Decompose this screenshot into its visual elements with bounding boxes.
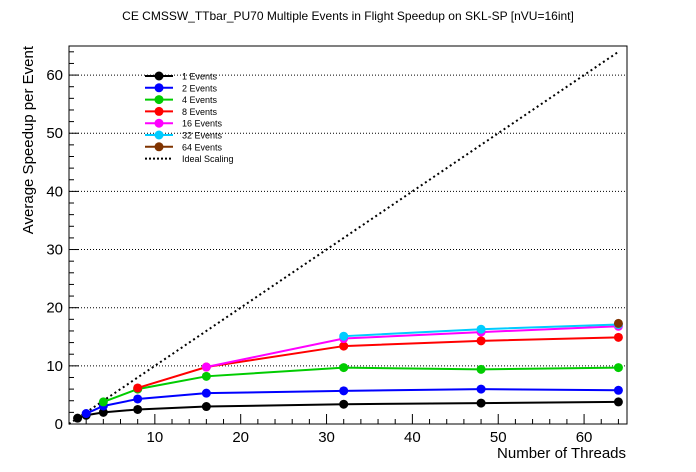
grid-layer — [69, 74, 627, 367]
series-4-line — [137, 336, 619, 389]
legend-marker-6 — [154, 130, 164, 140]
series-4-point — [339, 341, 349, 351]
series-1-point — [73, 413, 83, 423]
x-tick-label-50: 50 — [490, 429, 507, 446]
chart-title: CE CMSSW_TTbar_PU70 Multiple Events in F… — [122, 9, 574, 23]
series-1-point — [339, 399, 349, 409]
legend-marker-2 — [154, 83, 164, 93]
series-4-point — [476, 336, 486, 346]
series-1-point — [613, 397, 623, 407]
series-7 — [613, 318, 623, 328]
legend-label-4: 8 Events — [182, 107, 218, 117]
series-5 — [201, 321, 623, 372]
series-7-point — [613, 318, 623, 328]
x-tick-label-20: 20 — [232, 429, 249, 446]
series-2-point — [201, 388, 211, 398]
y-axis-title: Average Speedup per Event — [20, 45, 37, 234]
y-tick-label-40: 40 — [46, 183, 63, 200]
y-tick-label-50: 50 — [46, 125, 63, 142]
series-3-point — [339, 363, 349, 373]
legend-marker-4 — [154, 106, 164, 116]
series-2-point — [613, 385, 623, 395]
series-6-point — [476, 324, 486, 334]
axes-layer: 10 20 30 40 50 60 0 10 20 30 40 50 60 — [46, 45, 628, 446]
y-tick-label-20: 20 — [46, 300, 63, 317]
legend-label-2: 2 Events — [182, 83, 218, 93]
y-tick-label-30: 30 — [46, 242, 63, 259]
legend-label-5: 16 Events — [182, 119, 223, 129]
x-axis-title: Number of Threads — [497, 445, 626, 462]
legend-label-7: 64 Events — [182, 142, 223, 152]
series-3-point — [476, 364, 486, 374]
series-3-point — [98, 397, 108, 407]
x-tick-label-30: 30 — [318, 429, 335, 446]
y-tick-label-0: 0 — [55, 416, 63, 433]
series-2-point — [133, 394, 143, 404]
legend-label-8: Ideal Scaling — [182, 154, 234, 164]
series-5-point — [201, 362, 211, 372]
series-5-line — [206, 325, 619, 368]
series-4-point — [613, 332, 623, 342]
series-3-point — [613, 363, 623, 373]
series-3 — [98, 363, 623, 407]
plot-frame — [68, 45, 628, 425]
legend-label-6: 32 Events — [182, 131, 223, 141]
x-tick-label-60: 60 — [576, 429, 593, 446]
series-2-point — [339, 386, 349, 396]
series-layer — [73, 318, 623, 423]
y-tick-label-60: 60 — [46, 67, 63, 84]
ideal-scaling-line — [68, 50, 619, 425]
legend-label-3: 4 Events — [182, 95, 218, 105]
series-6-point — [339, 331, 349, 341]
legend-marker-3 — [154, 95, 164, 105]
series-1-point — [98, 407, 108, 417]
ideal-layer — [68, 50, 619, 425]
legend-label-1: 1 Events — [182, 72, 218, 82]
series-2-point — [81, 409, 91, 419]
legend-marker-5 — [154, 118, 164, 128]
series-2-line — [85, 388, 619, 415]
series-1-point — [133, 404, 143, 414]
series-4-point — [133, 383, 143, 393]
series-1 — [73, 397, 623, 423]
legend-marker-1 — [154, 71, 164, 81]
x-tick-label-10: 10 — [147, 429, 164, 446]
x-tick-label-40: 40 — [404, 429, 421, 446]
series-3-point — [201, 371, 211, 381]
series-2-point — [476, 384, 486, 394]
y-tick-label-10: 10 — [46, 358, 63, 375]
series-3-line — [102, 366, 619, 403]
series-1-point — [201, 402, 211, 412]
series-1-point — [476, 398, 486, 408]
legend-marker-7 — [154, 142, 164, 152]
series-2 — [81, 384, 623, 419]
